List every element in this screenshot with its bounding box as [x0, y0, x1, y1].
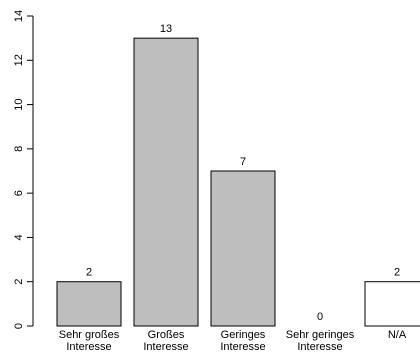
category-label: N/A — [388, 329, 407, 341]
y-tick-label: 8 — [13, 146, 25, 152]
y-tick-label: 10 — [13, 98, 25, 110]
category-label: Sehr großes — [59, 329, 120, 341]
bar-value-label: 7 — [240, 156, 246, 168]
category-label: Interesse — [220, 341, 265, 353]
category-label: Großes — [148, 329, 185, 341]
bar — [364, 281, 420, 327]
y-tick-label: 0 — [13, 323, 25, 329]
y-tick-label: 2 — [13, 279, 25, 285]
y-tick-label: 6 — [13, 190, 25, 196]
bar-value-label: 13 — [160, 23, 172, 35]
bar-value-label: 0 — [317, 311, 323, 323]
bar-value-label: 2 — [394, 267, 400, 279]
category-label: Sehr geringes — [286, 329, 355, 341]
category-label: Interesse — [143, 341, 188, 353]
category-label: Interesse — [66, 341, 111, 353]
y-tick-label: 12 — [13, 54, 25, 66]
category-labels: Sehr großesInteresseGroßesInteresseGerin… — [59, 329, 407, 353]
category-label: Interesse — [297, 341, 342, 353]
y-tick-label: 4 — [13, 234, 25, 240]
y-axis: 0 2 4 6 8 10 12 14 — [13, 10, 34, 329]
bars — [56, 37, 420, 327]
bar — [210, 170, 276, 327]
value-labels: 2 13 7 0 2 — [86, 23, 400, 323]
category-label: Geringes — [221, 329, 266, 341]
bar — [56, 281, 122, 327]
y-tick-label: 14 — [13, 10, 25, 22]
bar-value-label: 2 — [86, 267, 92, 279]
bar — [133, 37, 199, 327]
